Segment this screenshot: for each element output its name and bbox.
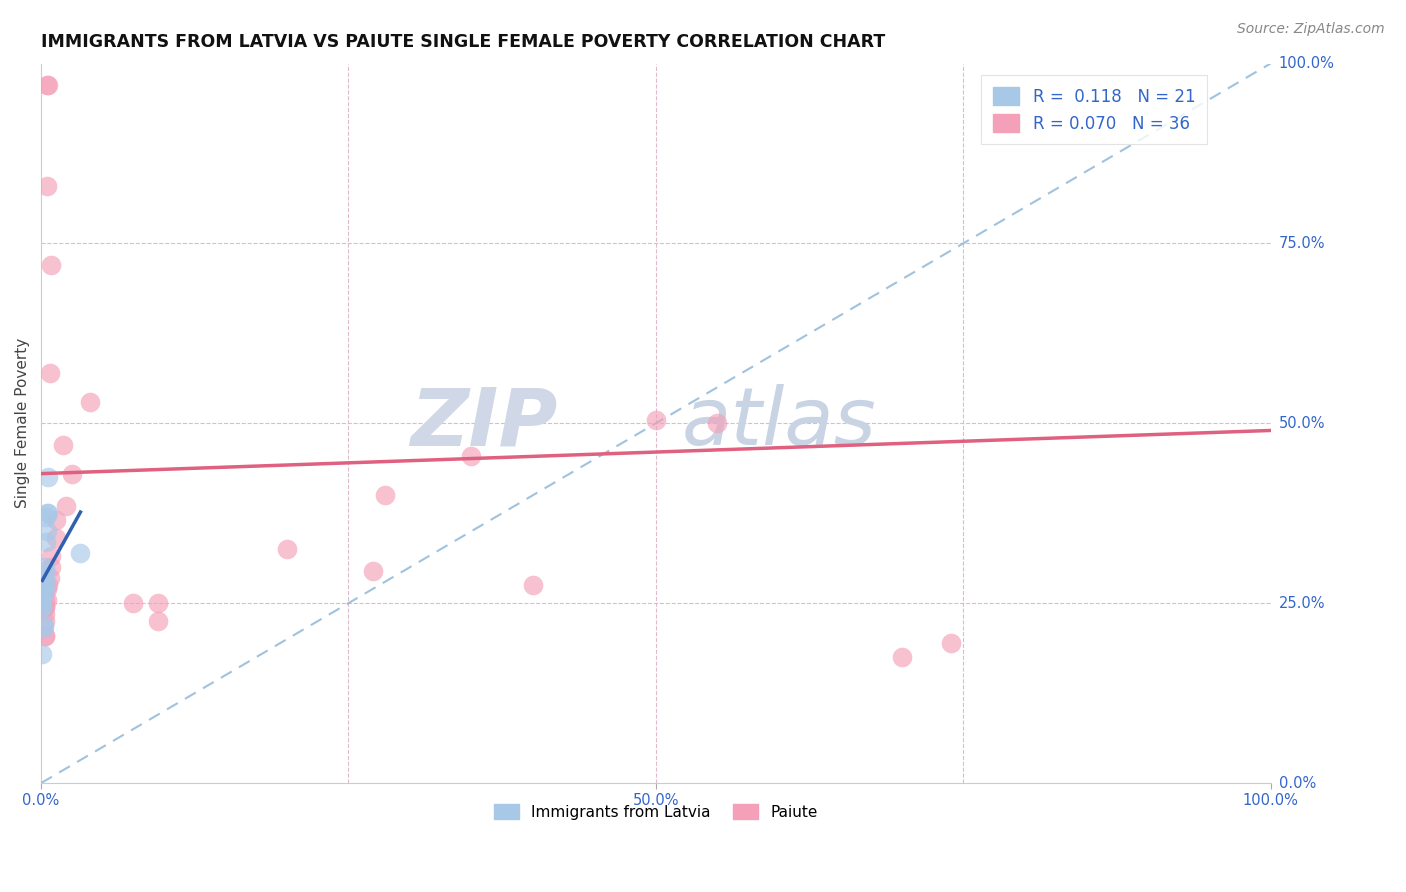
Point: [34, 560, 56, 574]
Point: [31, 599, 53, 614]
Point: [32, 578, 55, 592]
Point: [38, 366, 60, 380]
Point: [35, 535, 58, 549]
Point: [361, 564, 384, 578]
Point: [32, 585, 55, 599]
Point: [39, 258, 62, 272]
Text: 50.0%: 50.0%: [1279, 416, 1326, 431]
Point: [522, 578, 544, 592]
Text: 25.0%: 25.0%: [1279, 596, 1326, 611]
Point: [37, 78, 59, 92]
Text: 100.0%: 100.0%: [1279, 56, 1334, 71]
Point: [37, 470, 59, 484]
Point: [31, 592, 53, 607]
Point: [32, 617, 55, 632]
Text: atlas: atlas: [682, 384, 876, 462]
Point: [52, 438, 75, 452]
Point: [37, 592, 59, 607]
Point: [35, 578, 58, 592]
Point: [34, 599, 56, 614]
Point: [35, 509, 58, 524]
Point: [55, 499, 77, 513]
Text: IMMIGRANTS FROM LATVIA VS PAIUTE SINGLE FEMALE POVERTY CORRELATION CHART: IMMIGRANTS FROM LATVIA VS PAIUTE SINGLE …: [41, 33, 886, 51]
Point: [37, 578, 59, 592]
Point: [39, 560, 62, 574]
Text: 75.0%: 75.0%: [1279, 235, 1326, 251]
Point: [146, 596, 169, 610]
Point: [39, 549, 62, 564]
Point: [460, 449, 482, 463]
Point: [31, 599, 53, 614]
Point: [34, 564, 56, 578]
Y-axis label: Single Female Poverty: Single Female Poverty: [15, 338, 30, 508]
Point: [34, 571, 56, 585]
Text: Source: ZipAtlas.com: Source: ZipAtlas.com: [1237, 22, 1385, 37]
Point: [45, 532, 67, 546]
Point: [37, 178, 59, 193]
Text: ZIP: ZIP: [411, 384, 557, 462]
Point: [60, 467, 83, 481]
Point: [37, 78, 59, 92]
Point: [146, 614, 169, 628]
Point: [939, 636, 962, 650]
Point: [32, 585, 55, 599]
Text: 0.0%: 0.0%: [1279, 775, 1316, 790]
Point: [45, 513, 67, 527]
Point: [69, 546, 91, 560]
Point: [374, 488, 396, 502]
Point: [644, 412, 666, 426]
Point: [31, 647, 53, 661]
Point: [34, 628, 56, 642]
Point: [79, 394, 101, 409]
Point: [31, 592, 53, 607]
Point: [37, 506, 59, 520]
Legend: Immigrants from Latvia, Paiute: Immigrants from Latvia, Paiute: [488, 797, 824, 826]
Point: [34, 607, 56, 621]
Point: [706, 417, 728, 431]
Point: [32, 621, 55, 635]
Point: [34, 614, 56, 628]
Point: [37, 506, 59, 520]
Point: [34, 628, 56, 642]
Point: [34, 592, 56, 607]
Point: [37, 524, 59, 539]
Point: [122, 596, 145, 610]
Point: [37, 582, 59, 596]
Point: [276, 542, 298, 557]
Point: [38, 571, 60, 585]
Point: [890, 650, 912, 665]
Point: [34, 599, 56, 614]
